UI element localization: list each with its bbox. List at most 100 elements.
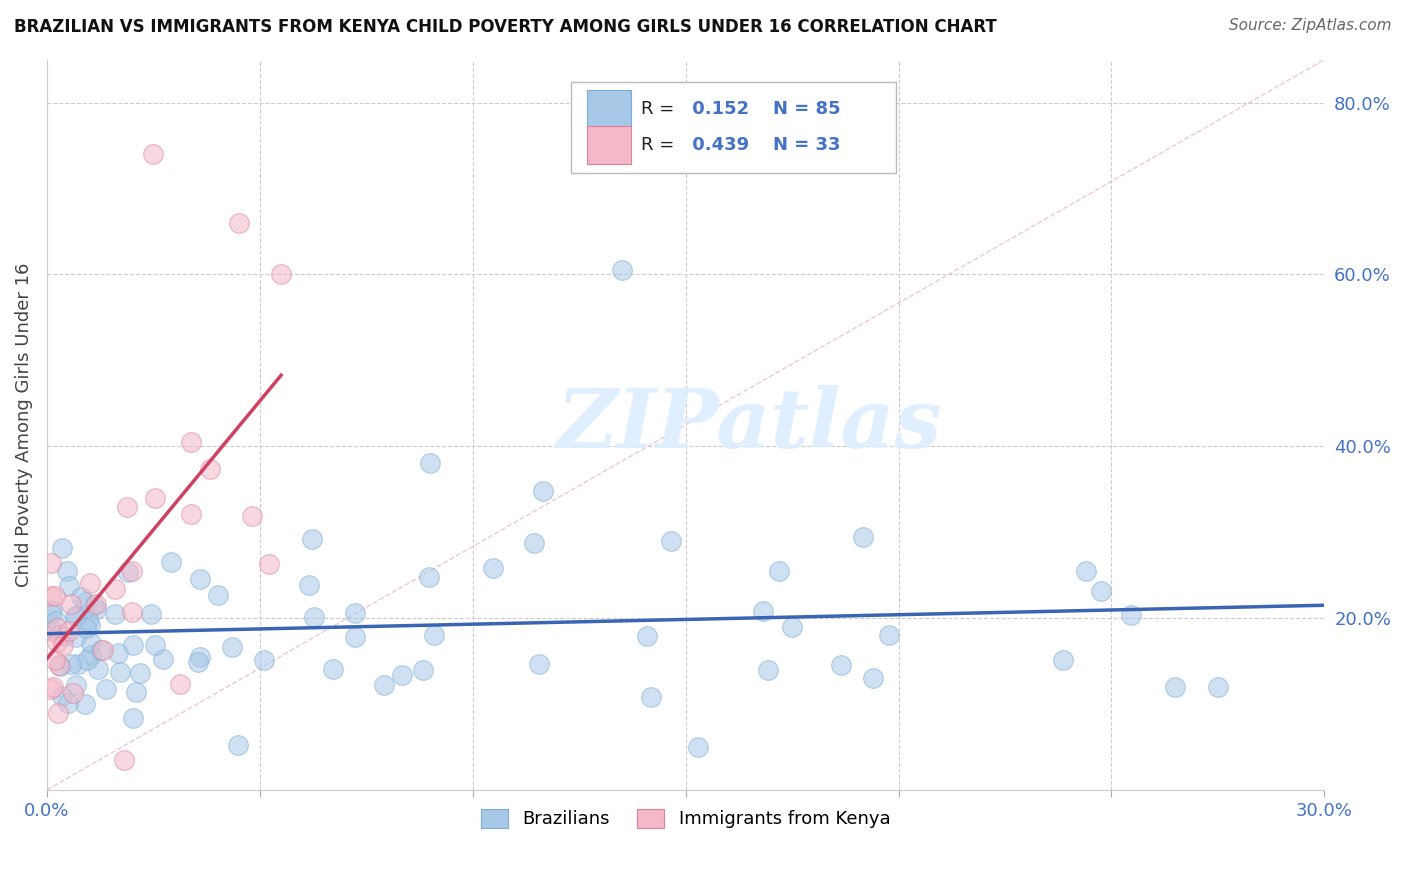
FancyBboxPatch shape: [571, 81, 897, 173]
Point: [301, 532, 323, 546]
Point: [42, 680, 65, 694]
Point: [45, 622, 67, 636]
Point: [198, 462, 221, 476]
FancyBboxPatch shape: [588, 126, 631, 164]
Point: [322, 662, 344, 676]
Text: 0.152: 0.152: [686, 100, 749, 118]
Point: [240, 508, 263, 523]
Point: [80, 648, 103, 663]
Point: [228, 738, 250, 752]
Point: [1052, 653, 1074, 667]
Point: [659, 534, 682, 549]
Point: [180, 507, 202, 521]
Point: [142, 147, 165, 161]
Point: [76, 653, 98, 667]
Point: [46, 706, 69, 721]
Point: [52, 638, 75, 652]
Point: [70, 591, 93, 605]
Point: [51, 541, 73, 556]
Point: [39, 589, 62, 603]
Point: [63, 608, 86, 623]
Point: [143, 491, 166, 505]
Text: 0.439: 0.439: [686, 136, 749, 154]
Point: [343, 630, 366, 644]
Point: [523, 536, 546, 550]
Point: [344, 606, 367, 620]
Legend: Brazilians, Immigrants from Kenya: Brazilians, Immigrants from Kenya: [474, 801, 897, 836]
Point: [41, 602, 63, 616]
Point: [66, 608, 89, 623]
Point: [121, 606, 143, 620]
Point: [531, 484, 554, 499]
Point: [412, 663, 434, 677]
Point: [66, 657, 89, 672]
Point: [75, 621, 97, 635]
Point: [51, 690, 73, 704]
Point: [91, 642, 114, 657]
Point: [1121, 607, 1143, 622]
Point: [636, 629, 658, 643]
Point: [65, 678, 87, 692]
Point: [1164, 680, 1187, 694]
Point: [259, 558, 281, 572]
Text: N = 33: N = 33: [772, 136, 839, 154]
Point: [610, 263, 633, 277]
Point: [139, 607, 162, 621]
Y-axis label: Child Poverty Among Girls Under 16: Child Poverty Among Girls Under 16: [15, 262, 32, 587]
Point: [80, 636, 103, 650]
Point: [121, 564, 143, 578]
Point: [56, 696, 79, 710]
Point: [160, 555, 183, 569]
Point: [45, 615, 67, 629]
Point: [94, 682, 117, 697]
Point: [75, 595, 97, 609]
Point: [419, 457, 441, 471]
Point: [190, 650, 212, 665]
Point: [640, 690, 662, 704]
Point: [862, 671, 884, 685]
Point: [48, 628, 70, 642]
Point: [129, 665, 152, 680]
Point: [122, 638, 145, 652]
Point: [877, 628, 900, 642]
Point: [104, 607, 127, 621]
Text: BRAZILIAN VS IMMIGRANTS FROM KENYA CHILD POVERTY AMONG GIRLS UNDER 16 CORRELATIO: BRAZILIAN VS IMMIGRANTS FROM KENYA CHILD…: [14, 18, 997, 36]
Point: [418, 570, 440, 584]
Point: [39, 682, 62, 697]
Point: [79, 576, 101, 591]
Point: [39, 623, 62, 637]
Point: [104, 582, 127, 597]
Point: [228, 216, 250, 230]
Point: [270, 268, 292, 282]
Point: [62, 686, 84, 700]
Point: [83, 598, 105, 612]
Point: [527, 657, 550, 671]
Point: [48, 658, 70, 673]
Point: [221, 640, 243, 655]
Point: [59, 657, 82, 671]
Point: [207, 588, 229, 602]
Point: [39, 556, 62, 570]
Point: [52, 629, 75, 643]
Point: [86, 662, 108, 676]
Point: [46, 635, 69, 649]
Point: [768, 564, 790, 578]
Point: [751, 603, 773, 617]
Point: [79, 617, 101, 632]
Point: [1206, 680, 1229, 694]
Point: [169, 676, 191, 690]
Point: [688, 739, 710, 754]
Point: [830, 657, 852, 672]
Text: Source: ZipAtlas.com: Source: ZipAtlas.com: [1229, 18, 1392, 33]
Point: [60, 597, 83, 611]
Point: [58, 579, 80, 593]
Point: [84, 602, 107, 616]
Point: [56, 564, 79, 578]
Point: [75, 697, 97, 711]
Point: [423, 628, 446, 642]
Point: [48, 658, 70, 673]
Text: ZIPatlas: ZIPatlas: [557, 384, 942, 465]
Point: [373, 678, 395, 692]
Point: [391, 668, 413, 682]
Point: [1074, 564, 1097, 578]
